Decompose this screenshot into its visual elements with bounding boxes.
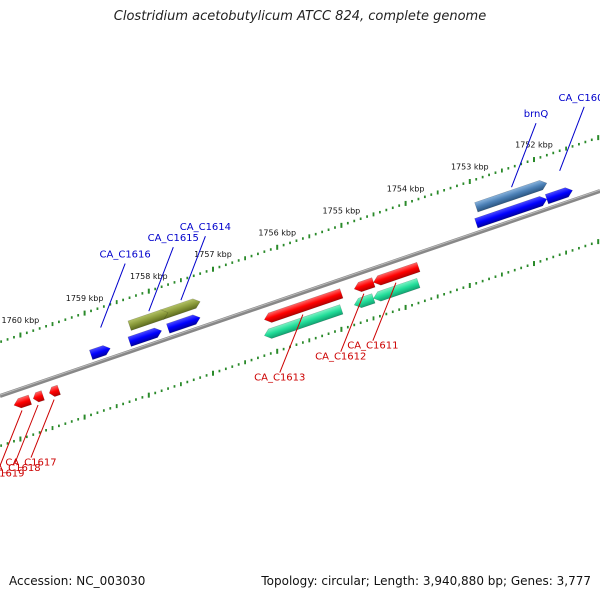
gene-label-leader — [100, 263, 126, 328]
ruler-label: 1756 kbp — [258, 228, 296, 237]
gene-arrow[interactable] — [544, 186, 574, 205]
gene-arrow[interactable] — [32, 390, 45, 404]
ruler-labels: 1752 kbp 1753 kbp 1754 kbp 1755 kbp 1756 kbp… — [2, 141, 553, 325]
gene-arrow[interactable] — [89, 344, 111, 360]
gene-feature[interactable] — [474, 178, 549, 213]
gene-label-leader — [30, 399, 55, 458]
gene-label[interactable]: CA_C1614 — [180, 222, 231, 233]
ruler-label: 1757 kbp — [194, 250, 232, 259]
ruler-ticks-forward — [0, 135, 600, 343]
gene-arrow[interactable] — [127, 308, 170, 331]
gene-label-leader — [340, 293, 365, 352]
gene-label-leader — [372, 282, 397, 341]
gene-label-leader — [148, 246, 174, 312]
gene-feature[interactable] — [166, 313, 201, 334]
gene-feature[interactable] — [127, 326, 163, 347]
ruler-ticks-reverse — [0, 239, 600, 447]
ruler-label: 1753 kbp — [451, 162, 489, 171]
gene-label[interactable]: CA_C1617 — [5, 458, 56, 469]
gene-arrow[interactable] — [263, 304, 344, 341]
gene-feature[interactable] — [474, 194, 549, 229]
gene-arrow[interactable] — [263, 288, 344, 325]
gene-feature[interactable] — [353, 277, 376, 294]
gene-arrow[interactable] — [127, 326, 163, 347]
ruler-label: 1752 kbp — [515, 141, 553, 150]
gene-arrow[interactable] — [353, 277, 376, 294]
gene-feature[interactable] — [544, 186, 574, 205]
gene-arrow[interactable] — [12, 394, 32, 410]
gene-feature[interactable] — [353, 293, 376, 310]
gene-label[interactable]: brnQ — [524, 109, 549, 120]
gene-label-leader — [14, 404, 39, 464]
gene-feature[interactable] — [372, 261, 421, 287]
gene-arrow[interactable] — [372, 261, 421, 287]
gene-label[interactable]: CA_C1613 — [254, 373, 305, 384]
gene-feature[interactable] — [48, 384, 61, 398]
gene-feature[interactable] — [263, 304, 344, 341]
ruler-label: 1754 kbp — [387, 184, 425, 193]
gene-label[interactable]: CA_C1609 — [559, 93, 600, 104]
gene-label[interactable]: CA_C1619 — [0, 468, 25, 479]
gene-label-leader — [0, 410, 23, 468]
gene-arrow[interactable] — [353, 293, 376, 310]
gene-feature[interactable] — [12, 394, 32, 410]
gene-label-leader — [279, 314, 304, 373]
gene-arrow[interactable] — [372, 277, 421, 303]
gene-arrow[interactable] — [474, 178, 549, 213]
ruler-label: 1760 kbp — [2, 316, 40, 325]
gene-arrow[interactable] — [166, 313, 201, 334]
gene-feature[interactable] — [32, 390, 45, 404]
genome-backbone-highlight — [0, 189, 600, 396]
gene-label[interactable]: CA_C1618 — [0, 463, 41, 474]
gene-feature[interactable] — [372, 277, 421, 303]
ruler-label: 1758 kbp — [130, 272, 168, 281]
gene-feature[interactable] — [89, 344, 111, 360]
ruler-label: 1755 kbp — [323, 206, 361, 215]
gene-label[interactable]: CA_C1611 — [347, 341, 398, 352]
gene-arrow[interactable] — [474, 194, 549, 229]
gene-features — [12, 178, 574, 410]
gene-label-leader — [559, 106, 585, 171]
gene-label[interactable]: CA_C1612 — [315, 352, 366, 363]
gene-label-leader — [511, 123, 537, 188]
gene-label-leader — [180, 236, 206, 301]
gene-feature[interactable] — [263, 288, 344, 325]
genome-backbone — [0, 189, 600, 398]
genome-summary-text: Topology: circular; Length: 3,940,880 bp… — [261, 574, 591, 588]
gene-feature[interactable] — [127, 308, 170, 331]
gene-label[interactable]: CA_C1615 — [148, 233, 199, 244]
gene-arrow[interactable] — [48, 384, 61, 398]
map-title: Clostridium acetobutylicum ATCC 824, com… — [113, 9, 487, 24]
ruler-label: 1759 kbp — [66, 294, 104, 303]
gene-label[interactable]: CA_C1616 — [100, 250, 151, 261]
accession-text: Accession: NC_003030 — [9, 574, 146, 588]
